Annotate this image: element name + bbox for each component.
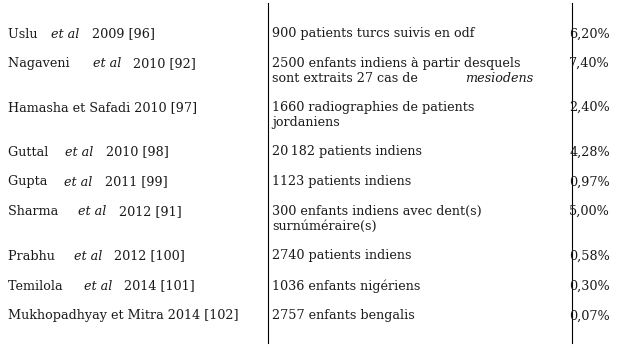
Text: Temilola: Temilola [8,280,67,292]
Text: et al: et al [92,57,121,70]
Text: et al: et al [65,146,94,158]
Text: 2012 [91]: 2012 [91] [114,205,181,218]
Text: et al: et al [74,249,102,263]
Text: mesiodens: mesiodens [466,72,534,85]
Text: 0,30%: 0,30% [569,280,610,292]
Text: surnúméraire(s): surnúméraire(s) [272,220,377,233]
Text: 2012 [100]: 2012 [100] [110,249,185,263]
Text: 0,58%: 0,58% [569,249,610,263]
Text: 2009 [96]: 2009 [96] [88,27,155,40]
Text: 300 enfants indiens avec dent(s): 300 enfants indiens avec dent(s) [272,205,482,218]
Text: 5,00%: 5,00% [569,205,610,218]
Text: sont extraits 27 cas de: sont extraits 27 cas de [272,72,422,85]
Text: Prabhu: Prabhu [8,249,59,263]
Text: et al: et al [84,280,112,292]
Text: Guttal: Guttal [8,146,53,158]
Text: Uslu: Uslu [8,27,41,40]
Text: 2010 [92]: 2010 [92] [129,57,196,70]
Text: jordaniens: jordaniens [272,116,340,129]
Text: Gupta: Gupta [8,175,51,189]
Text: et al: et al [51,27,79,40]
Text: 2500 enfants indiens à partir desquels: 2500 enfants indiens à partir desquels [272,57,521,70]
Text: 1660 radiographies de patients: 1660 radiographies de patients [272,101,474,114]
Text: et al: et al [78,205,106,218]
Text: Sharma: Sharma [8,205,63,218]
Text: et al: et al [64,175,92,189]
Text: 2740 patients indiens: 2740 patients indiens [272,249,411,263]
Text: 2757 enfants bengalis: 2757 enfants bengalis [272,310,415,322]
Text: 4,28%: 4,28% [569,146,610,158]
Text: Mukhopadhyay et Mitra 2014 [102]: Mukhopadhyay et Mitra 2014 [102] [8,310,239,322]
Text: 6,20%: 6,20% [569,27,610,40]
Text: Nagaveni: Nagaveni [8,57,74,70]
Text: 2,40%: 2,40% [569,101,610,114]
Text: 2010 [98]: 2010 [98] [102,146,169,158]
Text: 1123 patients indiens: 1123 patients indiens [272,175,411,189]
Text: 900 patients turcs suivis en odf: 900 patients turcs suivis en odf [272,27,474,40]
Text: Hamasha et Safadi 2010 [97]: Hamasha et Safadi 2010 [97] [8,101,197,114]
Text: 0,07%: 0,07% [569,310,610,322]
Text: 2011 [99]: 2011 [99] [101,175,168,189]
Text: 1036 enfants nigériens: 1036 enfants nigériens [272,280,421,293]
Text: 7,40%: 7,40% [569,57,610,70]
Text: 20 182 patients indiens: 20 182 patients indiens [272,146,422,158]
Text: 0,97%: 0,97% [569,175,610,189]
Text: 2014 [101]: 2014 [101] [120,280,195,292]
